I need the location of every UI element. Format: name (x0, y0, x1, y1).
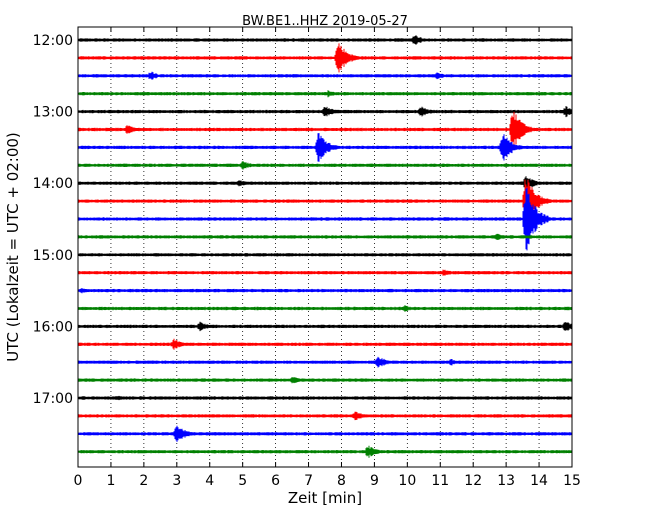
y-axis-ticks: 12:00 13:00 14:00 15:00 16:00 17:00 (33, 33, 572, 407)
y-tick-label: 14:00 (33, 176, 73, 192)
trace-23 (77, 445, 573, 458)
x-tick-label: 8 (337, 473, 346, 489)
x-tick-label: 1 (106, 473, 115, 489)
trace-5 (77, 111, 573, 148)
trace-11 (77, 233, 573, 240)
x-tick-label: 2 (139, 473, 148, 489)
x-tick-label: 10 (398, 473, 416, 489)
x-tick-label: 0 (74, 473, 83, 489)
y-axis-label: UTC (Lokalzeit = UTC + 02:00) (4, 132, 22, 362)
grid-lines (110, 27, 540, 467)
x-tick-label: 7 (304, 473, 313, 489)
trace-17 (77, 338, 573, 350)
y-tick-label: 17:00 (33, 391, 73, 407)
x-tick-label: 14 (530, 473, 548, 489)
y-tick-label: 16:00 (33, 319, 73, 335)
x-tick-label: 6 (271, 473, 280, 489)
x-tick-label: 12 (464, 473, 482, 489)
trace-4 (77, 106, 573, 118)
plot-frame (77, 26, 573, 468)
x-tick-label: 4 (205, 473, 214, 489)
trace-19 (77, 377, 573, 384)
trace-7 (77, 161, 573, 170)
trace-1 (77, 43, 573, 73)
x-tick-label: 15 (563, 473, 581, 489)
trace-22 (77, 425, 573, 442)
x-axis-label: Zeit [min] (288, 489, 362, 507)
trace-20 (77, 395, 573, 401)
x-tick-label: 11 (431, 473, 449, 489)
trace-13 (77, 269, 573, 276)
trace-8 (77, 176, 573, 191)
y-tick-label: 15:00 (33, 248, 73, 264)
x-tick-label: 13 (497, 473, 515, 489)
traces (77, 35, 573, 458)
trace-6 (77, 133, 573, 162)
trace-2 (77, 71, 573, 80)
x-axis-ticks: 0 1 2 3 4 5 6 7 8 9 10 11 12 13 14 15 (74, 27, 581, 489)
trace-10 (77, 187, 573, 251)
trace-12 (77, 253, 573, 257)
x-tick-label: 3 (172, 473, 181, 489)
trace-16 (77, 321, 573, 332)
trace-9 (77, 179, 573, 223)
trace-18 (77, 356, 573, 368)
trace-21 (77, 411, 573, 421)
y-tick-label: 12:00 (33, 33, 73, 49)
trace-3 (77, 90, 573, 98)
x-tick-label: 5 (238, 473, 247, 489)
y-tick-label: 13:00 (33, 105, 73, 121)
trace-0 (77, 35, 573, 45)
trace-14 (77, 288, 573, 294)
x-tick-label: 9 (370, 473, 379, 489)
chart-title: BW.BE1..HHZ 2019-05-27 (242, 14, 408, 29)
trace-15 (77, 305, 573, 312)
